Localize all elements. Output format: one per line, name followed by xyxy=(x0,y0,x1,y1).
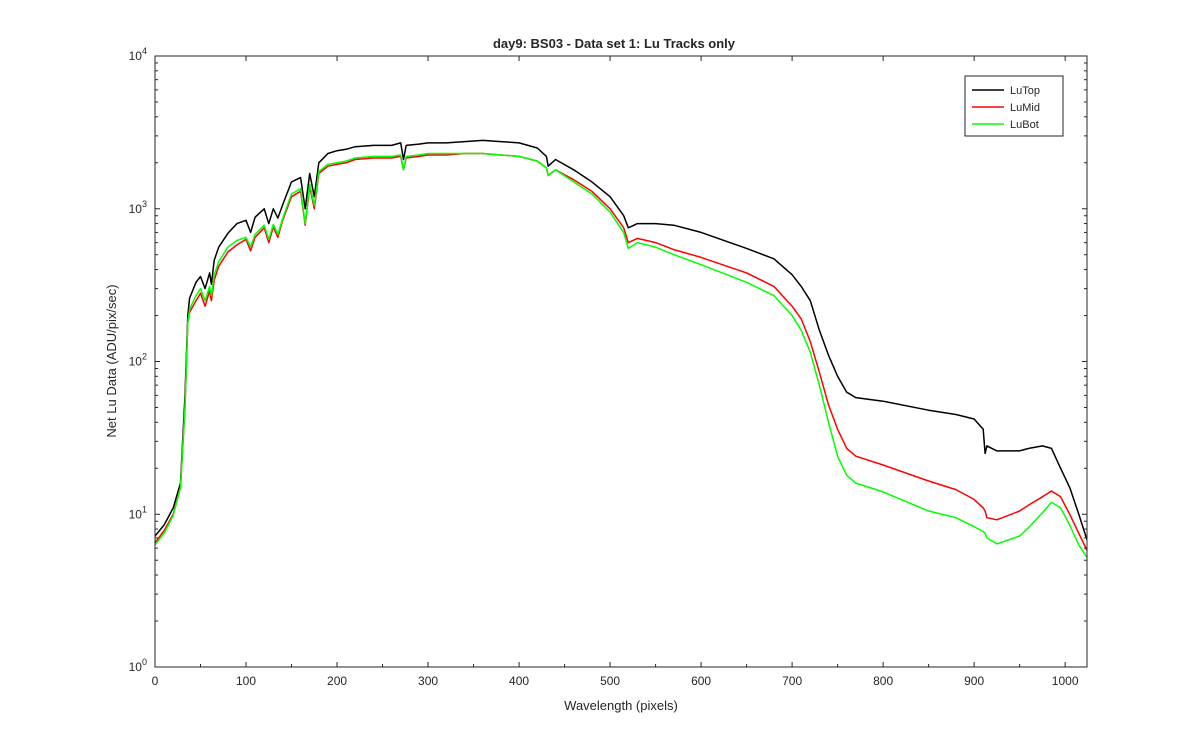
legend: LuTop LuMid LuBot xyxy=(964,75,1064,137)
ticks-layer: 0 100 200 300 400 500 600 700 800 900 100010010110… xyxy=(129,46,1087,688)
y-tick-label: 102 xyxy=(129,352,147,369)
chart-title: day9: BS03 - Data set 1: Lu Tracks only xyxy=(493,36,736,51)
y-tick-label: 104 xyxy=(129,46,147,63)
x-tick-label: 800 xyxy=(873,674,893,688)
x-tick-label: 300 xyxy=(418,674,438,688)
y-tick-base: 10 xyxy=(129,660,143,674)
series-line-lutop xyxy=(155,139,1087,541)
y-tick-base: 10 xyxy=(129,355,143,369)
x-tick-label: 1000 xyxy=(1052,674,1079,688)
x-tick-label: 700 xyxy=(782,674,802,688)
x-axis-label: Wavelength (pixels) xyxy=(564,698,678,713)
y-tick-base: 10 xyxy=(129,507,143,521)
y-tick-exponent: 2 xyxy=(142,352,147,362)
x-tick-label: 200 xyxy=(327,674,347,688)
x-tick-label: 400 xyxy=(509,674,529,688)
legend-label-lutop: LuTop xyxy=(1010,85,1040,97)
x-tick-label: 0 xyxy=(152,674,159,688)
y-tick-label: 101 xyxy=(129,504,147,521)
series-line-lubot xyxy=(155,152,1087,559)
x-tick-label: 900 xyxy=(964,674,984,688)
legend-box xyxy=(964,75,1064,137)
axes-box xyxy=(154,55,1088,668)
y-tick-label: 103 xyxy=(129,199,147,216)
x-tick-label: 500 xyxy=(600,674,620,688)
y-tick-exponent: 0 xyxy=(142,657,147,667)
x-tick-label: 100 xyxy=(236,674,256,688)
y-axis-label: Net Lu Data (ADU/pix/sec) xyxy=(104,284,119,437)
y-tick-exponent: 4 xyxy=(142,46,147,56)
plot-area xyxy=(155,56,1087,667)
y-tick-exponent: 3 xyxy=(142,199,147,209)
series-layer xyxy=(155,139,1087,559)
x-tick-label: 600 xyxy=(691,674,711,688)
y-tick-exponent: 1 xyxy=(142,504,147,514)
legend-label-lubot: LuBot xyxy=(1010,119,1039,131)
y-tick-base: 10 xyxy=(129,49,143,63)
y-tick-base: 10 xyxy=(129,202,143,216)
legend-label-lumid: LuMid xyxy=(1010,102,1040,114)
y-tick-label: 100 xyxy=(129,657,147,674)
